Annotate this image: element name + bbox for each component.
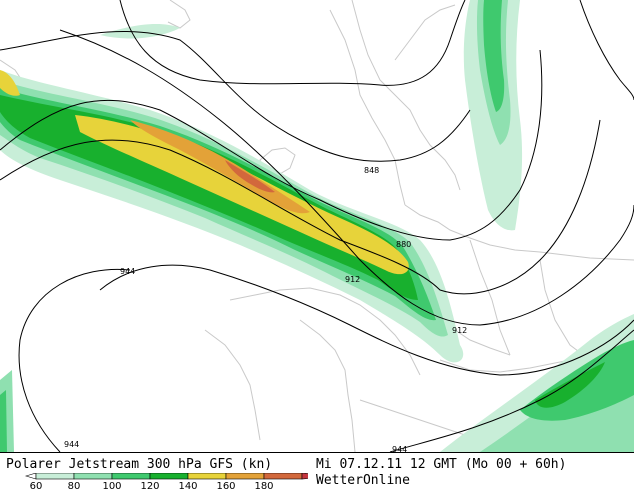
geopotential-contours <box>0 0 634 453</box>
scale-tick-160: 160 <box>216 481 235 490</box>
contour-label-848: 848 <box>364 166 379 175</box>
map-footer: Polarer Jetstream 300 hPa GFS (kn) Mi 07… <box>0 453 634 490</box>
contour-label-880: 880 <box>396 240 411 249</box>
color-scale-bar <box>24 473 308 480</box>
brand-name: WetterOnline <box>316 473 410 488</box>
contour-label-912-b: 912 <box>452 326 467 335</box>
contour-labels: 848 880 912 912 944 944 944 <box>64 166 467 454</box>
scale-swatch-5 <box>225 473 265 480</box>
map-canvas: 848 880 912 912 944 944 944 <box>0 0 634 454</box>
scale-tick-100: 100 <box>102 481 121 490</box>
product-title: Polarer Jetstream 300 hPa GFS (kn) <box>6 457 273 472</box>
scale-swatch-4 <box>187 473 227 480</box>
scale-swatch-1 <box>73 473 113 480</box>
color-scale-ticks: 60 80 100 120 140 160 180 <box>30 481 274 490</box>
jetstream-map: 848 880 912 912 944 944 944 <box>0 0 634 454</box>
scale-tick-180: 180 <box>254 481 273 490</box>
scale-swatch-0 <box>35 473 75 480</box>
scale-swatch-2 <box>111 473 151 480</box>
scale-swatch-6 <box>263 473 303 480</box>
scale-arrow-low <box>24 473 37 480</box>
run-info: Mi 07.12.11 12 GMT (Mo 00 + 60h) <box>316 457 567 472</box>
jetstream-bands <box>0 0 634 452</box>
scale-tick-60: 60 <box>30 481 43 490</box>
contour-label-912-a: 912 <box>345 275 360 284</box>
contour-label-944-c: 944 <box>392 445 407 452</box>
scale-tick-140: 140 <box>178 481 197 490</box>
scale-swatch-3 <box>149 473 189 480</box>
contour-label-944-a: 944 <box>120 267 135 276</box>
color-scale-legend: 60 80 100 120 140 160 180 <box>24 473 308 490</box>
scale-arrow-high <box>301 473 308 480</box>
contour-label-944-b: 944 <box>64 440 79 449</box>
scale-tick-120: 120 <box>140 481 159 490</box>
scale-tick-80: 80 <box>68 481 81 490</box>
